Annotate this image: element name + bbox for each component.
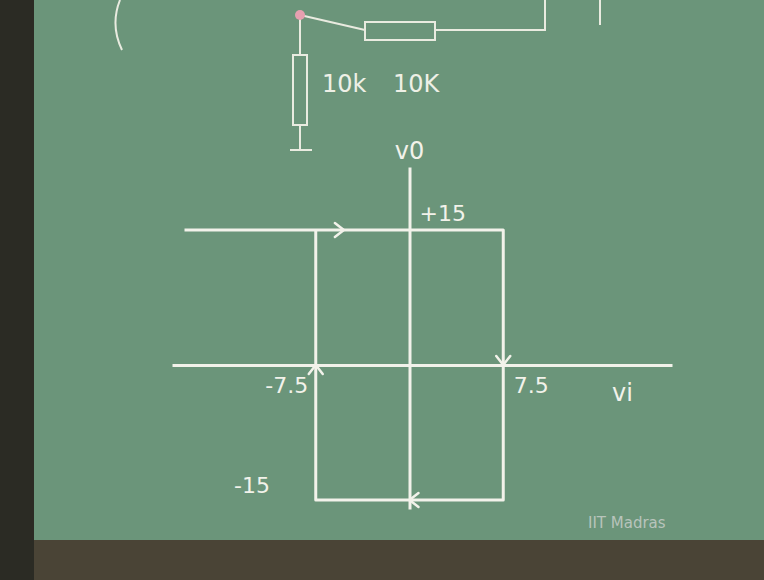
- direction-arrow: [410, 493, 419, 507]
- y-axis-title: v0: [395, 137, 424, 165]
- y-axis: +15 -15: [234, 168, 466, 510]
- x-axis-title: vi: [612, 379, 633, 407]
- annotation: 10k: [322, 70, 367, 98]
- x-tick: -7.5: [265, 365, 316, 398]
- resistor: [365, 22, 435, 40]
- wire: [115, 0, 600, 50]
- plot-area: [185, 223, 511, 507]
- x-tick-label: -7.5: [265, 373, 308, 398]
- y-axis-line: [409, 168, 412, 510]
- direction-arrow: [309, 365, 323, 374]
- direction-arrow: [335, 223, 344, 237]
- y-tick: +15: [410, 201, 466, 231]
- x-tick-label: 7.5: [514, 373, 549, 398]
- hysteresis-loop: [185, 230, 504, 500]
- y-tick: -15: [234, 473, 410, 501]
- frame: [0, 0, 764, 580]
- x-tick: 7.5: [504, 365, 549, 398]
- ledge: [34, 540, 764, 580]
- wire: [290, 15, 312, 150]
- resistor: [293, 55, 307, 125]
- chalkboard: [34, 0, 764, 540]
- circuit: [115, 0, 600, 150]
- node: [295, 10, 305, 20]
- x-axis-line: [173, 364, 673, 367]
- annotation: IIT Madras: [588, 514, 666, 532]
- board: 10k 10K IIT Madras -7.5 7.5 +15 -15 v0 vi: [0, 0, 764, 580]
- y-tick-label: +15: [420, 201, 466, 226]
- y-tick-label: -15: [234, 473, 270, 498]
- direction-arrow: [496, 356, 510, 365]
- x-axis: -7.5 7.5: [173, 365, 673, 398]
- annotation: 10K: [393, 70, 441, 98]
